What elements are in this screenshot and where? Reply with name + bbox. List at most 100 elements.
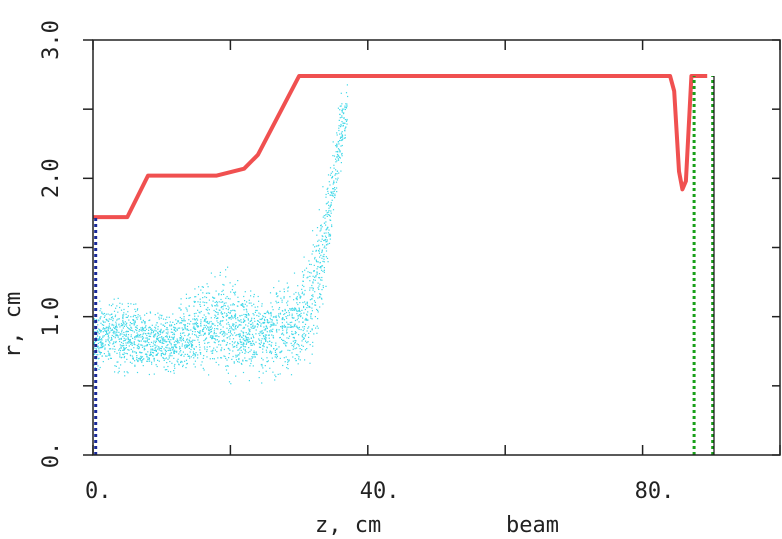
scatter-point <box>102 331 104 333</box>
scatter-point <box>133 303 135 305</box>
scatter-point <box>323 215 325 217</box>
scatter-point <box>158 346 160 348</box>
scatter-point <box>138 348 140 350</box>
scatter-point <box>173 357 175 359</box>
scatter-point <box>107 344 110 346</box>
scatter-point <box>170 331 172 333</box>
scatter-point <box>169 324 171 326</box>
scatter-point <box>248 332 250 334</box>
scatter-point <box>234 332 236 334</box>
scatter-point <box>303 312 305 314</box>
scatter-point <box>247 337 249 339</box>
scatter-point <box>335 181 338 183</box>
scatter-point <box>219 271 221 274</box>
scatter-point <box>119 348 121 350</box>
scatter-point <box>234 325 237 328</box>
scatter-point <box>180 340 182 342</box>
scatter-point <box>171 347 173 349</box>
scatter-point <box>225 269 227 271</box>
scatter-point <box>250 302 252 304</box>
scatter-point <box>225 315 227 317</box>
scatter-point <box>229 327 231 330</box>
scatter-point <box>135 315 137 317</box>
scatter-point <box>202 367 204 369</box>
scatter-point <box>312 296 314 298</box>
scatter-point <box>333 167 335 169</box>
scatter-point <box>137 360 139 363</box>
scatter-point <box>269 312 271 314</box>
scatter-point <box>252 322 254 324</box>
scatter-point <box>347 95 349 98</box>
scatter-point <box>99 351 101 353</box>
scatter-point <box>140 357 142 359</box>
scatter-point <box>163 359 165 361</box>
scatter-point <box>342 138 344 140</box>
scatter-point <box>336 132 338 134</box>
scatter-point <box>298 326 300 328</box>
scatter-point <box>159 331 162 333</box>
scatter-point <box>277 373 279 375</box>
scatter-point <box>206 309 208 311</box>
scatter-point <box>140 340 142 342</box>
scatter-point <box>123 312 125 314</box>
scatter-point <box>160 339 162 341</box>
scatter-point <box>320 267 322 269</box>
scatter-point <box>273 324 275 326</box>
scatter-point <box>301 340 303 342</box>
scatter-point <box>301 288 303 290</box>
scatter-point <box>318 239 320 241</box>
scatter-point <box>281 325 283 327</box>
scatter-point <box>119 338 121 340</box>
scatter-point <box>153 336 155 338</box>
scatter-point <box>124 334 126 336</box>
scatter-point <box>290 324 292 326</box>
scatter-point <box>309 280 311 282</box>
scatter-point <box>247 318 249 320</box>
scatter-point <box>316 273 318 275</box>
scatter-point <box>210 350 212 352</box>
scatter-point <box>338 159 340 161</box>
scatter-point <box>318 252 321 254</box>
scatter-point <box>210 317 212 319</box>
scatter-point <box>214 305 216 307</box>
scatter-point <box>167 331 169 333</box>
scatter-point <box>179 348 181 350</box>
scatter-point <box>180 337 182 339</box>
scatter-point <box>115 341 117 344</box>
scatter-point <box>226 313 228 315</box>
scatter-point <box>135 336 137 338</box>
scatter-point <box>290 309 292 311</box>
scatter-point <box>176 351 178 353</box>
scatter-point <box>305 267 308 269</box>
scatter-point <box>194 318 196 320</box>
scatter-point <box>234 345 236 348</box>
scatter-point <box>223 331 225 333</box>
scatter-point <box>235 356 237 358</box>
scatter-point <box>259 343 261 346</box>
scatter-point <box>202 301 204 303</box>
scatter-point <box>170 328 173 330</box>
scatter-point <box>100 346 102 348</box>
scatter-point <box>114 315 116 318</box>
scatter-point <box>187 355 189 357</box>
scatter-point <box>260 332 262 334</box>
scatter-point <box>131 327 133 329</box>
scatter-point <box>261 338 263 340</box>
scatter-point <box>120 357 122 359</box>
scatter-point <box>213 341 215 343</box>
scatter-point <box>107 328 109 330</box>
scatter-point <box>312 275 314 277</box>
scatter-point <box>263 322 265 324</box>
scatter-point <box>317 249 320 252</box>
x-tick-label: 80. <box>635 479 675 504</box>
scatter-point <box>314 304 316 306</box>
scatter-point <box>199 305 202 307</box>
scatter-point <box>326 202 328 204</box>
scatter-point <box>221 320 223 322</box>
scatter-point <box>340 105 342 107</box>
scatter-point <box>197 309 199 311</box>
scatter-point <box>245 308 247 310</box>
scatter-point <box>171 362 173 364</box>
scatter-point <box>241 304 243 306</box>
scatter-point <box>212 358 214 360</box>
